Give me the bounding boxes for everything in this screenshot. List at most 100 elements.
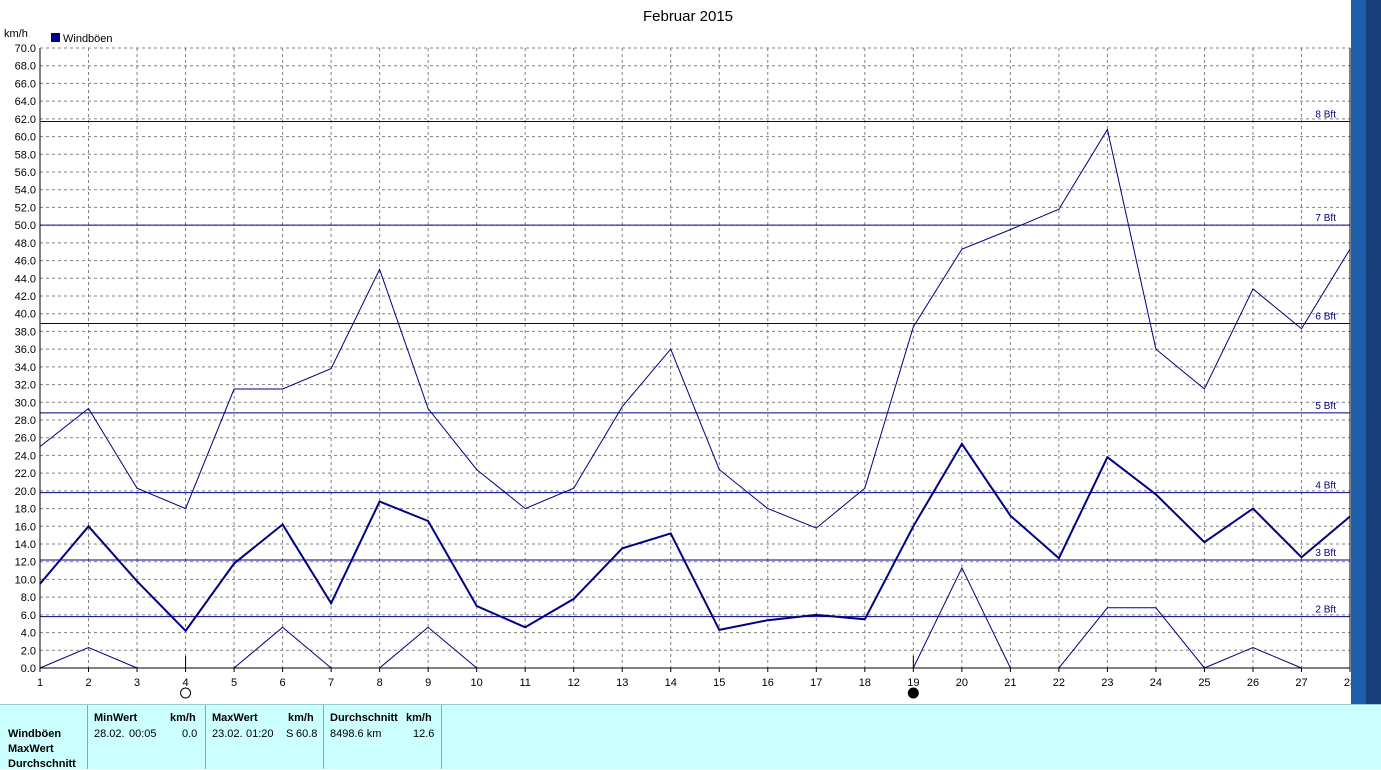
y-tick-label: 48.0: [15, 238, 36, 250]
x-tick-label: 9: [425, 677, 431, 689]
max-unit: km/h: [288, 712, 314, 724]
x-tick-label: 26: [1247, 677, 1259, 689]
y-tick-label: 20.0: [15, 486, 36, 498]
y-tick-label: 62.0: [15, 114, 36, 126]
y-tick-label: 70.0: [15, 43, 36, 55]
y-tick-label: 34.0: [15, 362, 36, 374]
y-tick-label: 50.0: [15, 220, 36, 232]
x-tick-label: 3: [134, 677, 140, 689]
x-tick-label: 14: [665, 677, 677, 689]
x-tick-label: 12: [568, 677, 580, 689]
beaufort-label: 4 Bft: [1315, 481, 1336, 492]
axes: [39, 47, 1351, 672]
x-tick-label: 7: [328, 677, 334, 689]
x-tick-label: 22: [1053, 677, 1065, 689]
min-date: 28.02.: [94, 728, 125, 740]
x-tick-label: 25: [1198, 677, 1210, 689]
avg-distance: 8498.6 km: [330, 728, 382, 740]
x-tick-label: 24: [1150, 677, 1162, 689]
row-label-durchschnitt: Durchschnitt: [8, 758, 76, 770]
y-tick-label: 14.0: [15, 539, 36, 551]
max-direction: S: [286, 728, 294, 740]
x-tick-label: 18: [859, 677, 871, 689]
y-tick-label: 18.0: [15, 504, 36, 516]
y-tick-label: 44.0: [15, 273, 36, 285]
x-tick-label: 17: [810, 677, 822, 689]
y-tick-label: 6.0: [21, 610, 36, 622]
series-max-line: [39, 128, 1351, 529]
avg-header: Durchschnitt: [330, 712, 398, 724]
y-tick-label: 58.0: [15, 149, 36, 161]
y-tick-label: 40.0: [15, 309, 36, 321]
y-tick-label: 64.0: [15, 96, 36, 108]
y-tick-label: 26.0: [15, 433, 36, 445]
x-tick-label: 5: [231, 677, 237, 689]
beaufort-lines: 2 Bft 3 Bft 4 Bft 5 Bft 6 Bft 7 Bft 8 Bft: [40, 110, 1350, 618]
tick-labels: 0.0 2.0 4.0 6.0 8.0 10.0 12.0 14.0 16.0 18.0 20.0 2…: [15, 43, 1357, 689]
avg-value: 12.6: [413, 728, 435, 740]
max-date: 23.02.: [212, 728, 243, 740]
beaufort-label: 7 Bft: [1315, 213, 1336, 224]
beaufort-label: 8 Bft: [1315, 110, 1336, 121]
max-time: 01:20: [246, 728, 274, 740]
grid: [40, 47, 1350, 669]
right-edge-bar-dark: [1366, 0, 1381, 704]
y-tick-label: 36.0: [15, 344, 36, 356]
row-label-maxwert: MaxWert: [8, 743, 54, 755]
x-tick-label: 23: [1101, 677, 1113, 689]
y-tick-label: 42.0: [15, 291, 36, 303]
x-tick-label: 2: [85, 677, 91, 689]
x-tick-label: 1: [37, 677, 43, 689]
x-tick-label: 13: [616, 677, 628, 689]
y-tick-label: 46.0: [15, 256, 36, 268]
x-tick-label: 21: [1004, 677, 1016, 689]
min-header: MinWert: [94, 712, 138, 724]
stats-panel: Windböen MaxWert Durchschnitt MinWert km…: [0, 704, 1381, 770]
y-tick-label: 30.0: [15, 397, 36, 409]
y-tick-label: 12.0: [15, 557, 36, 569]
max-header: MaxWert: [212, 712, 258, 724]
min-unit: km/h: [170, 712, 196, 724]
x-tick-label: 6: [280, 677, 286, 689]
beaufort-label: 2 Bft: [1315, 605, 1336, 616]
y-tick-label: 66.0: [15, 78, 36, 90]
x-tick-label: 15: [713, 677, 725, 689]
y-tick-label: 54.0: [15, 185, 36, 197]
y-tick-label: 4.0: [21, 628, 36, 640]
x-tick-label: 27: [1295, 677, 1307, 689]
legend-label: Windböen: [63, 33, 113, 45]
beaufort-label: 5 Bft: [1315, 401, 1336, 412]
y-tick-label: 52.0: [15, 202, 36, 214]
series-min-line: [912, 566, 1302, 669]
x-tick-label: 19: [907, 677, 919, 689]
y-tick-label: 38.0: [15, 326, 36, 338]
row-label-windboeen: Windböen: [8, 728, 62, 740]
beaufort-label: 6 Bft: [1315, 311, 1336, 322]
y-tick-label: 24.0: [15, 450, 36, 462]
series-min-line: [233, 626, 478, 669]
min-time: 00:05: [129, 728, 157, 740]
y-tick-label: 0.0: [21, 663, 36, 675]
beaufort-label: 3 Bft: [1315, 548, 1336, 559]
x-tick-label: 16: [762, 677, 774, 689]
chart-title: Februar 2015: [643, 8, 733, 25]
y-tick-label: 22.0: [15, 468, 36, 480]
y-tick-label: 2.0: [21, 645, 36, 657]
x-tick-label: 10: [471, 677, 483, 689]
moon-full-icon: [180, 687, 192, 699]
y-tick-label: 56.0: [15, 167, 36, 179]
y-axis-label: km/h: [4, 28, 28, 40]
moon-new-icon: [907, 687, 919, 699]
y-tick-label: 10.0: [15, 574, 36, 586]
y-tick-label: 16.0: [15, 521, 36, 533]
y-tick-label: 68.0: [15, 61, 36, 73]
wind-gust-chart: Februar 2015 km/h Windböen 2 Bft 3 Bft 4 B…: [4, 8, 1357, 699]
legend-swatch: [51, 33, 60, 42]
avg-unit: km/h: [406, 712, 432, 724]
x-tick-label: 8: [377, 677, 383, 689]
series-avg-line: [39, 442, 1351, 633]
min-value: 0.0: [182, 728, 198, 740]
x-tick-label: 11: [519, 677, 530, 689]
x-tick-label: 4: [182, 677, 188, 689]
y-tick-label: 8.0: [21, 592, 36, 604]
